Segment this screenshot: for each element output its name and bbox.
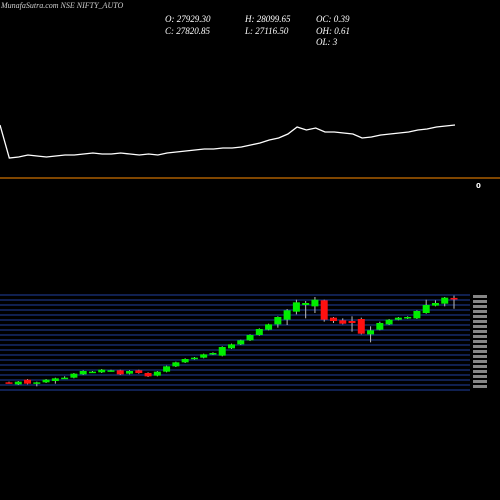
candle-body (5, 382, 13, 384)
candle-body (357, 319, 365, 334)
candle-body (190, 357, 198, 360)
candle-body (209, 353, 217, 355)
axis-label-block (473, 355, 487, 358)
candle-body (320, 300, 328, 320)
candle-body (88, 371, 96, 374)
chart-title: MunafaSutra.com NSE NIFTY_AUTO (0, 1, 124, 10)
candle-body (172, 362, 180, 367)
axis-label-block (473, 305, 487, 308)
candle-body (126, 371, 134, 374)
candle-body (70, 373, 78, 378)
stat: OC: 0.39 (316, 14, 350, 24)
candle-body (404, 317, 412, 319)
stat: C: 27820.85 (165, 26, 211, 36)
axis-label-block (473, 385, 487, 388)
stat: OL: 3 (316, 37, 338, 47)
candle-body (98, 369, 106, 373)
axis-label-block (473, 295, 487, 298)
candle-body (218, 347, 226, 356)
candle-body (24, 379, 32, 384)
candle-body (302, 303, 310, 305)
candle-body (237, 340, 245, 345)
candle-body (116, 370, 124, 375)
candle-body (163, 366, 171, 372)
candle-body (144, 373, 152, 377)
candle-body (255, 329, 263, 335)
candle-body (42, 379, 50, 383)
candle-body (311, 299, 319, 307)
candle-body (135, 370, 143, 373)
candle-body (61, 377, 69, 380)
candle-body (441, 297, 449, 304)
candle-body (265, 324, 273, 330)
candle-body (367, 330, 375, 335)
candle-body (339, 320, 347, 324)
candle-body (283, 310, 291, 320)
stat: OH: 0.61 (316, 26, 350, 36)
axis-label-block (473, 330, 487, 333)
candle-body (376, 323, 384, 330)
candle-body (79, 371, 87, 375)
candle-body (348, 321, 356, 323)
axis-label-block (473, 315, 487, 318)
axis-label-block (473, 335, 487, 338)
candle-body (422, 305, 430, 313)
candle-body (228, 344, 235, 349)
axis-label-block (473, 360, 487, 363)
candle-body (274, 317, 282, 325)
candle-body (181, 359, 189, 363)
candle-body (385, 319, 393, 325)
axis-label-block (473, 370, 487, 373)
candle-body (329, 317, 337, 321)
stat: H: 28099.65 (244, 14, 291, 24)
candle-body (431, 303, 439, 306)
candle-body (33, 382, 41, 384)
candle-body (153, 371, 161, 376)
axis-label-block (473, 365, 487, 368)
line-series (0, 124, 456, 159)
candle-body (246, 335, 254, 341)
axis-label-block (473, 300, 487, 303)
stat: L: 27116.50 (244, 26, 289, 36)
axis-label-block (473, 350, 487, 353)
axis-label-block (473, 375, 487, 378)
axis-label-block (473, 340, 487, 343)
candle-body (450, 297, 458, 300)
candle-body (394, 317, 402, 320)
candle-body (292, 302, 300, 312)
candle-body (14, 381, 22, 385)
axis-label-block (473, 320, 487, 323)
candle-body (200, 354, 208, 358)
stat: O: 27929.30 (165, 14, 211, 24)
candle-body (107, 370, 115, 372)
axis-label-block (473, 310, 487, 313)
axis-label-block (473, 325, 487, 328)
axis-label-block (473, 380, 487, 383)
candle-body (51, 378, 59, 381)
reference-label: 0 (476, 182, 481, 190)
axis-label-block (473, 345, 487, 348)
candle-body (413, 311, 421, 319)
